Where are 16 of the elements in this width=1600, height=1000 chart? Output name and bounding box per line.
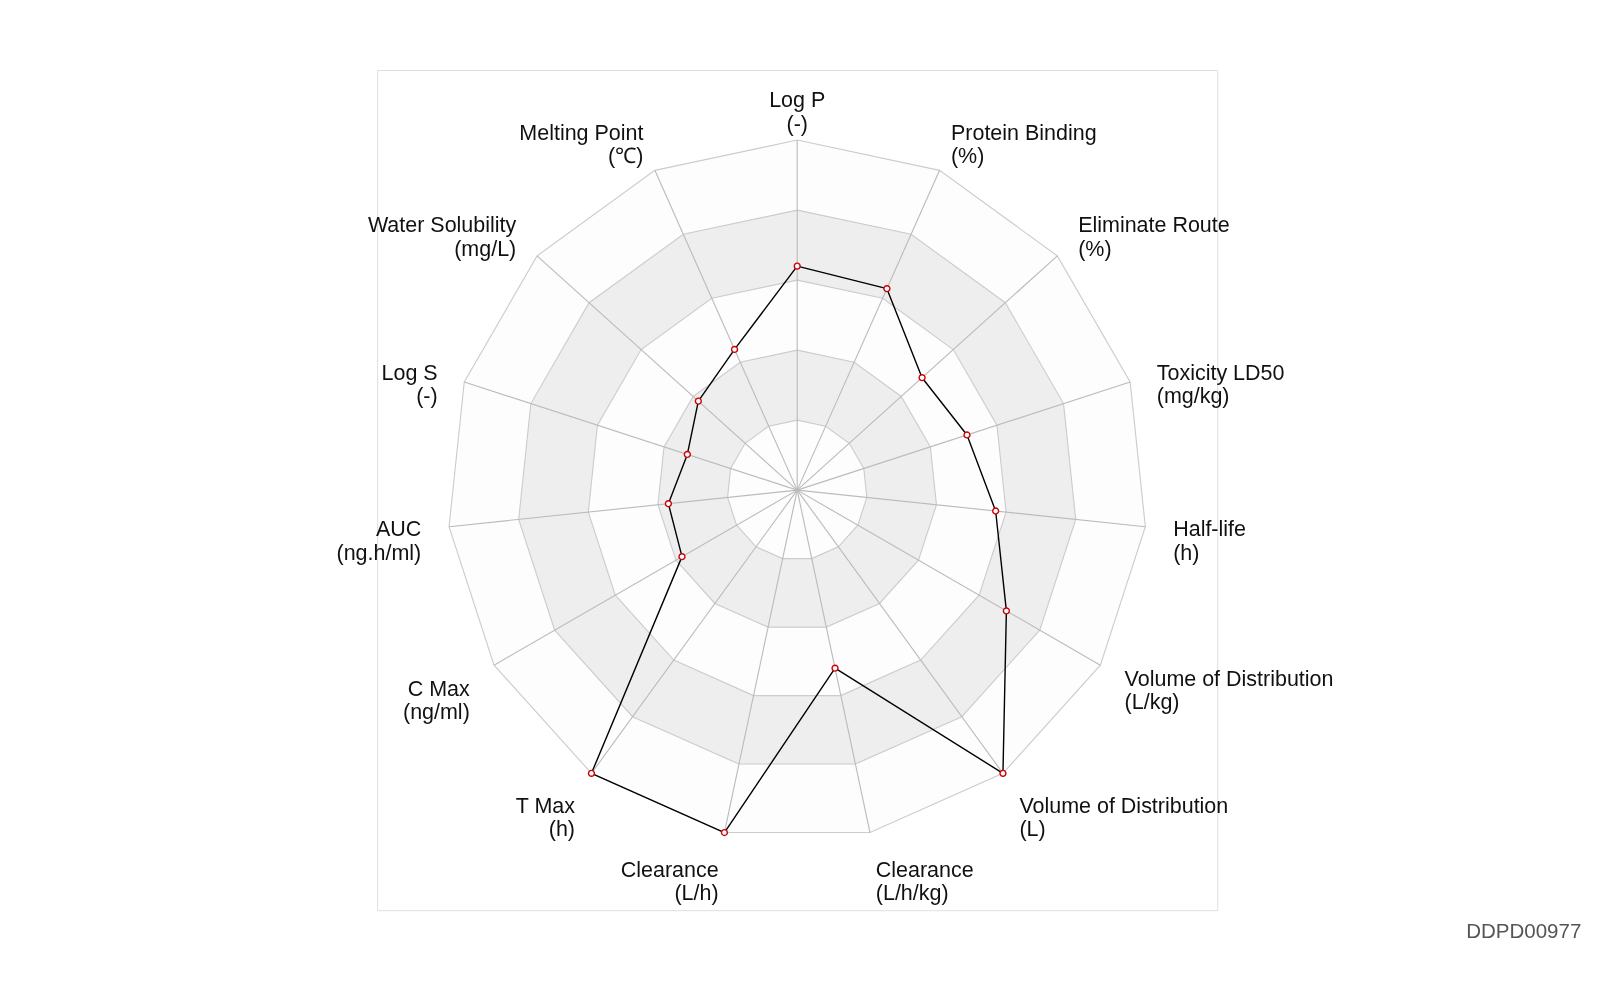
text: DDPD00977 bbox=[1466, 919, 1582, 943]
spoke-label: T Max (h) bbox=[515, 793, 576, 842]
spoke-label: Clearance (L/h) bbox=[620, 857, 719, 906]
spoke-label: Volume of Distribution (L/kg) bbox=[1124, 666, 1334, 715]
spoke-label: AUC (ng.h/ml) bbox=[336, 517, 422, 565]
spoke-label: Volume of Distribution (L) bbox=[1019, 793, 1229, 842]
spoke-label: Water Solubility (mg/L) bbox=[367, 213, 517, 261]
spoke-label: Melting Point (℃) bbox=[519, 121, 644, 169]
spoke-label: Log P (-) bbox=[769, 88, 826, 136]
spoke-label: Eliminate Route (%) bbox=[1078, 213, 1230, 261]
spoke-label: C Max (ng/ml) bbox=[402, 676, 471, 725]
spoke-label: Clearance (L/h/kg) bbox=[875, 857, 974, 906]
spoke-label: Log S (-) bbox=[381, 360, 438, 409]
spoke-label: Toxicity LD50 (mg/kg) bbox=[1156, 360, 1285, 409]
spoke-label: Half-life (h) bbox=[1173, 517, 1246, 565]
spoke-label: Protein Binding (%) bbox=[950, 121, 1097, 169]
